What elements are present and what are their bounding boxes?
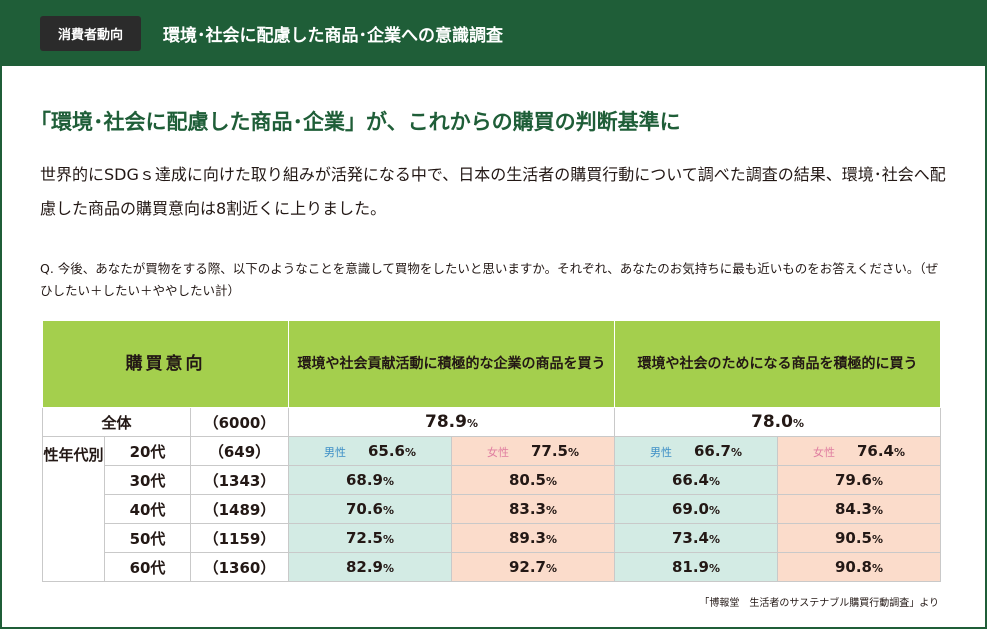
female-label: 女性 — [812, 446, 835, 459]
value-bf: 女性 76.4% — [777, 436, 941, 466]
lead-text: 世界的にSDGｓ達成に向けた取り組みが活発になる中で、日本の生活者の購買行動につ… — [40, 165, 946, 218]
female-label: 女性 — [486, 446, 509, 459]
value-bf: 90.8% — [777, 552, 941, 582]
age-label: 30代 — [104, 465, 191, 495]
sample-n: （1489） — [190, 494, 289, 524]
table-row: 30代 （1343） 68.9% 80.5% 66.4% 79.6% — [43, 465, 941, 495]
page-title: 環境･社会に配慮した商品･企業への意識調査 — [163, 25, 504, 46]
age-label: 40代 — [104, 494, 191, 524]
value-bm: 69.0% — [614, 494, 778, 524]
value-af: 92.7% — [451, 552, 615, 582]
total-n: （6000） — [190, 407, 289, 437]
total-a: 78.9% — [288, 407, 615, 437]
age-label: 50代 — [104, 523, 191, 553]
value-bm: 66.4% — [614, 465, 778, 495]
value-bm: 81.9% — [614, 552, 778, 582]
value-af: 80.5% — [451, 465, 615, 495]
value-af: 女性 77.5% — [451, 436, 615, 466]
table-row-total: 全体 （6000） 78.9% 78.0% — [42, 407, 941, 437]
headline: 「環境･社会に配慮した商品･企業」が、これからの購買の判断基準に — [30, 110, 681, 134]
value-bm: 73.4% — [614, 523, 778, 553]
header-col-b: 環境や社会のためになる商品を積極的に買う — [614, 320, 941, 408]
value-bm: 男性 66.7% — [614, 436, 778, 466]
header-col-a: 環境や社会貢献活動に積極的な企業の商品を買う — [288, 320, 615, 408]
value-am: 82.9% — [288, 552, 452, 582]
value-af: 83.3% — [451, 494, 615, 524]
value-am: 70.6% — [288, 494, 452, 524]
sample-n: （1343） — [190, 465, 289, 495]
content-frame — [0, 66, 987, 629]
total-label: 全体 — [42, 407, 191, 437]
group-label: 性年代別 — [42, 436, 105, 582]
value-am: 男性 65.6% — [288, 436, 452, 466]
age-label: 60代 — [104, 552, 191, 582]
value-am: 72.5% — [288, 523, 452, 553]
table-row: 性年代別 20代 （649） 男性 65.6% 女性 77.5% 男性 66.7% 女性 76.4% — [42, 436, 941, 582]
age-label: 20代 — [104, 436, 191, 466]
value-am: 68.9% — [288, 465, 452, 495]
category-badge: 消費者動向 — [40, 15, 142, 51]
total-b: 78.0% — [614, 407, 941, 437]
table-row: 50代 （1159） 72.5% 89.3% 73.4% 90.5% — [43, 523, 941, 553]
table-row: 60代 （1360） 82.9% 92.7% 81.9% 90.8% — [43, 552, 941, 582]
value-af: 89.3% — [451, 523, 615, 553]
sample-n: （1360） — [190, 552, 289, 582]
header-bar: 消費者動向 環境･社会に配慮した商品･企業への意識調査 — [0, 0, 987, 66]
survey-question: Q. 今後、あなたが買物をする際、以下のようなことを意識して買物をしたいと思いま… — [40, 261, 939, 298]
table-header-row: 購買意向 環境や社会貢献活動に積極的な企業の商品を買う 環境や社会のためになる商… — [42, 320, 941, 408]
header-purchase-intent: 購買意向 — [42, 320, 289, 408]
value-bf: 90.5% — [777, 523, 941, 553]
source-note: 「博報堂 生活者のサステナブル購買行動調査」より — [699, 598, 939, 609]
sample-n: （1159） — [190, 523, 289, 553]
table-row: 40代 （1489） 70.6% 83.3% 69.0% 84.3% — [43, 494, 941, 524]
sample-n: （649） — [190, 436, 289, 466]
value-bf: 79.6% — [777, 465, 941, 495]
male-label: 男性 — [649, 446, 672, 459]
male-label: 男性 — [323, 446, 346, 459]
results-table: 購買意向 環境や社会貢献活動に積極的な企業の商品を買う 環境や社会のためになる商… — [42, 320, 941, 582]
value-bf: 84.3% — [777, 494, 941, 524]
